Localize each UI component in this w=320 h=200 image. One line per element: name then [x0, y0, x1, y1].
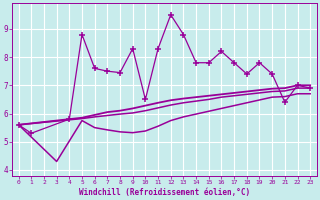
X-axis label: Windchill (Refroidissement éolien,°C): Windchill (Refroidissement éolien,°C)	[79, 188, 250, 197]
